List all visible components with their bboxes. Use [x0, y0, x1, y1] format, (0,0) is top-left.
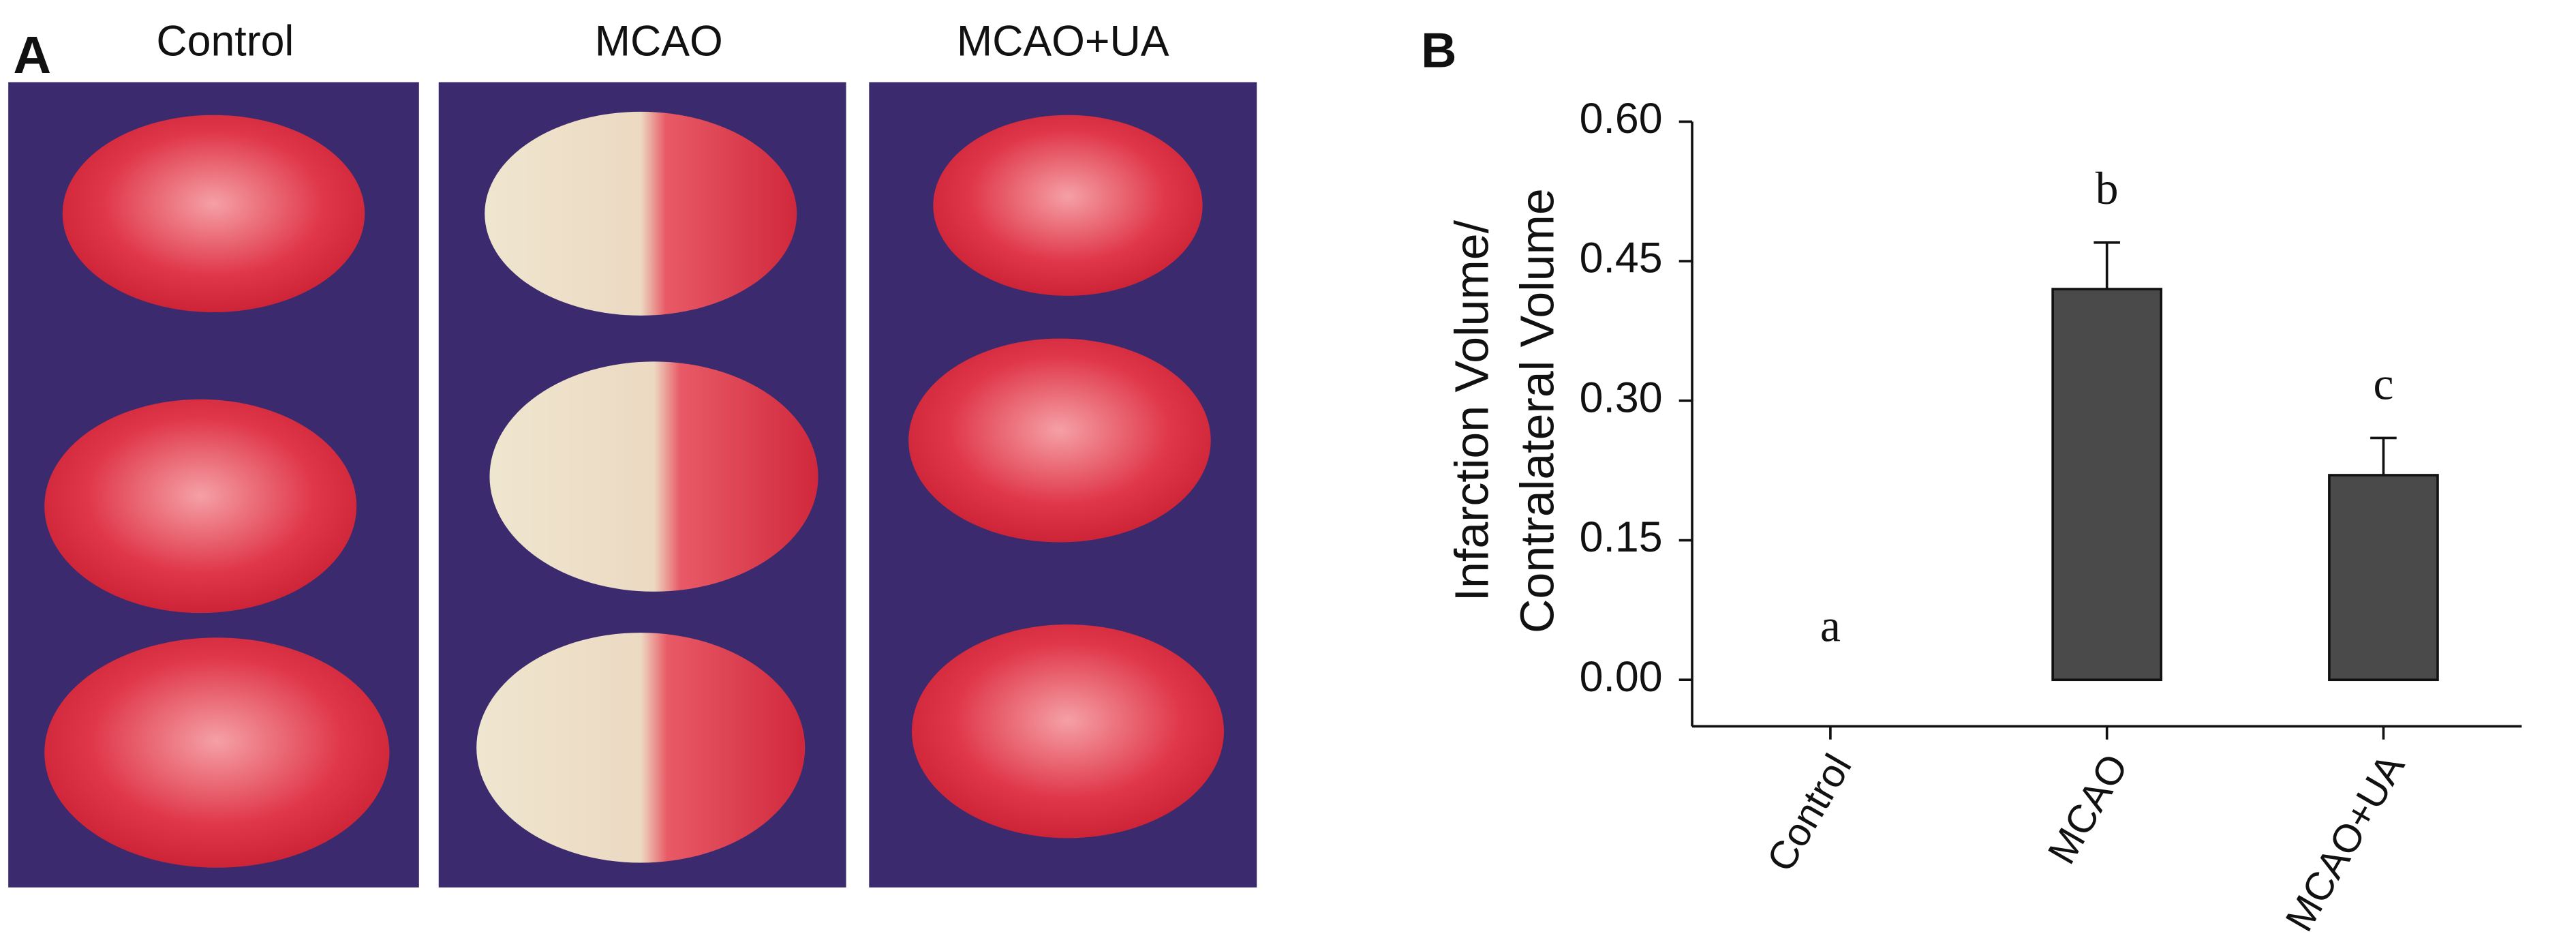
column-label: MCAO+UA	[957, 18, 1169, 65]
brain-slice	[485, 111, 797, 316]
column-label: MCAO	[595, 18, 723, 65]
x-tick-label: MCAO+UA	[2278, 746, 2413, 938]
significance-letter: a	[1820, 600, 1841, 651]
bar	[2328, 474, 2439, 682]
error-bar	[2370, 436, 2397, 475]
x-tick-label: Control	[1759, 747, 1860, 879]
brain-slice	[44, 399, 357, 614]
brain-photos	[8, 82, 1257, 888]
brain-slice	[476, 633, 806, 863]
y-tick-label: 0.45	[1580, 235, 1663, 282]
brain-slice	[908, 338, 1211, 543]
significance-letter: c	[2373, 359, 2393, 410]
y-tick-label: 0.15	[1580, 513, 1663, 561]
x-tick-label: MCAO	[2040, 747, 2136, 871]
brain-slice	[62, 115, 365, 313]
error-bar	[2094, 241, 2120, 290]
brain-slice	[44, 637, 390, 868]
bar	[2051, 288, 2163, 682]
panel-label: A	[13, 26, 51, 85]
brain-slice	[933, 115, 1203, 296]
y-tick-label: 0.30	[1580, 374, 1663, 421]
y-tick-label: 0.00	[1580, 653, 1663, 701]
panel-label: B	[1421, 24, 1456, 78]
brain-slice	[911, 624, 1224, 839]
y-axis-label: Contralateral Volume	[1511, 188, 1564, 633]
y-axis-label: Infarction Volume/	[1445, 220, 1498, 601]
significance-letter: b	[2096, 163, 2119, 214]
brain-slice	[489, 361, 818, 592]
column-label: Control	[156, 18, 294, 65]
y-tick-label: 0.60	[1580, 95, 1663, 142]
